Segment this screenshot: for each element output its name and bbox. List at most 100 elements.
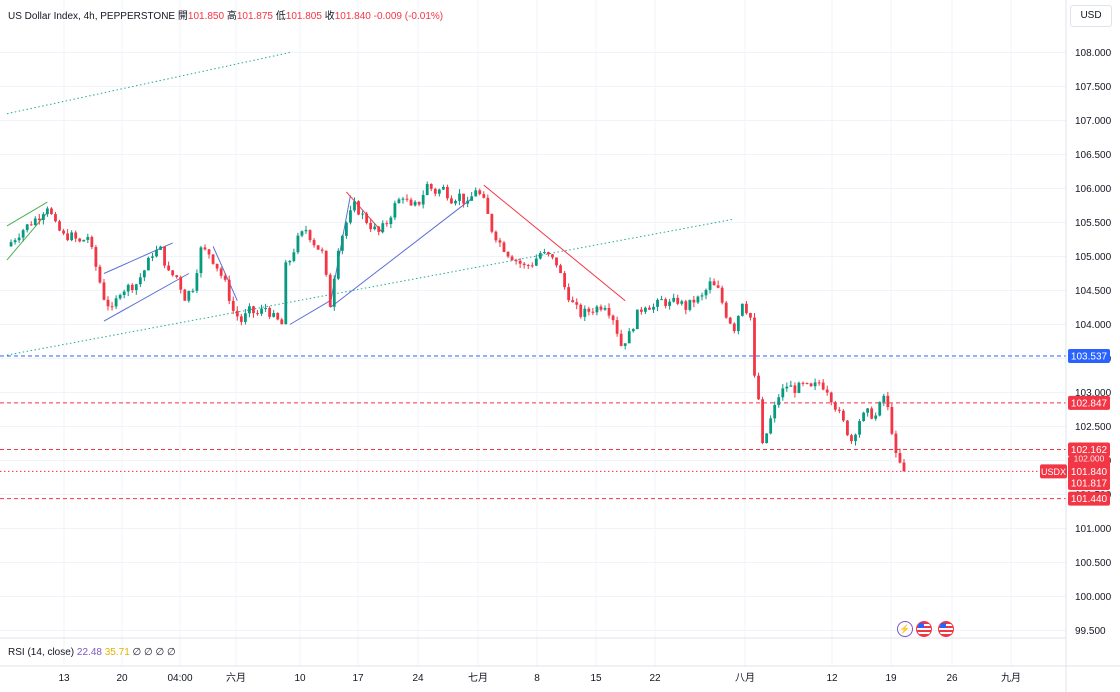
y-tick-label: 104.500 [1075,286,1112,297]
candle-body [175,275,179,278]
candle-body [122,291,126,296]
candle-body [858,421,861,435]
candle-body [252,306,255,314]
candle-body [118,295,122,299]
trendline [346,191,384,234]
lightning-icon[interactable]: ⚡ [897,621,913,637]
y-tick-label: 103.000 [1075,388,1112,399]
candle-body [381,223,385,232]
candle-body [615,320,619,334]
candle-body [652,306,655,310]
price-level-tag-label: 101.440 [1071,494,1108,505]
candle-body [902,462,906,472]
price-level-tag-label: 103.537 [1071,351,1108,362]
rsi-legend[interactable]: RSI (14, close) 22.48 35.71 ∅ ∅ ∅ ∅ [8,647,176,658]
candle-body [547,252,550,255]
candle-body [58,221,61,231]
candle-body [866,408,870,413]
open-label: 開 [177,11,188,22]
candle-body [312,240,316,246]
candle-body [361,213,364,215]
candle-body [850,435,853,442]
price-axis[interactable]: 108.000 107.500 107.000 106.500 106.000 105.5… [1075,48,1112,637]
candle-body [591,311,595,313]
candles [9,181,906,472]
y-tick-label: 107.500 [1075,82,1112,93]
candle-body [106,299,110,307]
x-tick-label: 15 [590,673,602,684]
candle-body [159,246,162,250]
candle-body [409,199,413,206]
candle-body [239,316,243,322]
candle-body [611,315,615,321]
candle-body [82,239,86,242]
candle-body [365,213,369,223]
candle-body [345,222,348,236]
y-tick-label: 102.500 [1075,422,1112,433]
candle-body [272,313,276,317]
extra-price-label: 101.817 [1071,478,1108,489]
trendline [289,300,331,325]
currency-button[interactable]: USD [1070,5,1112,27]
candle-body [450,198,453,204]
candle-body [688,299,692,310]
y-tick-label: 106.000 [1075,184,1112,195]
candle-body [728,317,732,324]
candle-body [142,270,146,278]
candle-body [199,247,203,274]
candle-body [769,418,773,434]
candle-body [692,299,696,303]
candle-body [33,218,37,226]
x-tick-label: 六月 [226,672,246,684]
candle-body [264,308,267,310]
us-flag-icon[interactable] [938,621,954,637]
candle-body [526,265,530,267]
candle-body [458,193,461,201]
candle-body [203,247,207,250]
candle-body [502,242,506,252]
candle-body [421,195,425,205]
candle-body [627,331,631,344]
candle-body [720,287,724,303]
candle-body [870,408,874,419]
candle-body [373,226,377,230]
candle-body [749,313,752,318]
price-level-tag [1068,395,1110,410]
y-tick-label: 100.500 [1075,558,1112,569]
trendline [103,273,190,322]
symbol-title[interactable]: US Dollar Index, 4h, PEPPERSTONE [8,11,176,22]
price-level-tag-label: 102.847 [1071,398,1108,409]
price-level-tag [1068,442,1110,457]
candle-body [623,343,627,346]
candle-body [559,265,562,274]
candle-body [854,434,857,442]
candle-body [21,230,25,238]
candle-body [571,300,575,303]
trendlines [6,52,735,356]
candle-body [332,278,336,307]
candle-body [567,287,571,301]
candle-body [300,231,304,236]
time-axis[interactable]: 13 20 04:00 六月 10 17 24 七月 8 15 22 八月 12 19 26 九月 [58,672,1021,684]
candle-body [639,309,643,312]
candle-body [732,323,736,332]
candle-body [320,249,324,251]
candle-body [102,282,106,300]
rsi-ma-value: 35.71 [104,647,130,658]
x-tick-label: 24 [412,673,424,684]
candle-body [894,433,898,454]
us-flag-icon[interactable] [916,621,932,637]
candle-body [25,224,29,231]
candle-body [433,188,437,194]
candle-body [41,214,45,220]
candle-body [712,281,716,286]
candle-body [757,375,760,400]
candle-body [70,232,74,241]
candle-body [773,405,777,419]
candle-body [700,295,704,297]
candle-body [183,289,187,301]
candle-body [603,307,607,310]
candle-body [191,290,195,292]
candle-body [98,266,102,283]
